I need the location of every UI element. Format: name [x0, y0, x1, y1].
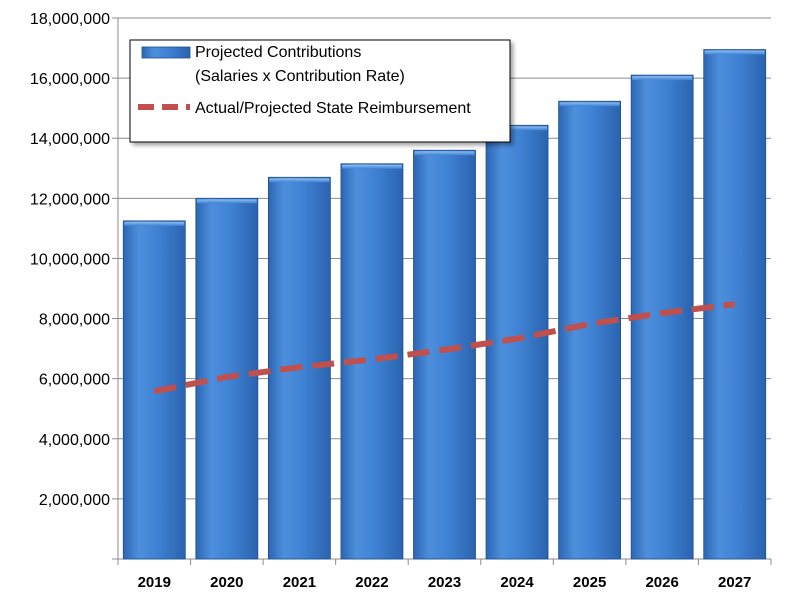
y-tick-label: 4,000,000 [39, 432, 110, 449]
bar-highlight [196, 199, 257, 204]
x-tick-label: 2024 [500, 574, 534, 591]
x-tick-label: 2023 [428, 574, 461, 591]
bar-highlight [487, 126, 548, 131]
line-series [153, 301, 736, 395]
bar-2027 [703, 49, 767, 560]
legend-label-contributions-line2: (Salaries x Contribution Rate) [195, 68, 405, 85]
y-tick-label: 8,000,000 [39, 312, 110, 329]
x-tick-label: 2025 [573, 574, 606, 591]
y-tick-label: 10,000,000 [30, 251, 110, 268]
x-tick-label: 2026 [645, 574, 678, 591]
y-tick-label: 6,000,000 [39, 372, 110, 389]
legend-swatch-bar [141, 46, 191, 59]
bar-highlight [124, 221, 185, 226]
x-tick-label: 2022 [355, 574, 388, 591]
bar-highlight [269, 178, 330, 183]
x-tick-label: 2021 [283, 574, 316, 591]
reimbursement-line [153, 301, 736, 395]
bar-highlight [341, 164, 402, 169]
legend-label-contributions: Projected Contributions [195, 44, 361, 61]
bar-series [122, 49, 767, 560]
y-tick-label: 16,000,000 [30, 71, 110, 88]
y-tick-label: 14,000,000 [30, 131, 110, 148]
legend-box [129, 39, 511, 143]
y-tick-label: 2,000,000 [39, 492, 110, 509]
y-tick-label: 12,000,000 [30, 191, 110, 208]
bar-highlight [559, 102, 620, 107]
legend: Projected Contributions (Salaries x Cont… [129, 39, 511, 143]
bar-2023 [413, 149, 476, 560]
x-tick-label: 2019 [138, 574, 171, 591]
bar-highlight [414, 151, 475, 156]
axes: 2,000,000 4,000,000 6,000,000 8,000,000 10,0… [30, 11, 772, 591]
x-tick-label: 2027 [718, 574, 751, 591]
bar [413, 149, 476, 560]
bar-2024 [485, 124, 549, 560]
bar-highlight [632, 76, 693, 81]
x-tick-label: 2020 [210, 574, 243, 591]
y-tick-label: 18,000,000 [30, 11, 110, 28]
legend-label-reimbursement: Actual/Projected State Reimbursement [195, 100, 471, 117]
bar-highlight [704, 50, 765, 55]
bar [485, 124, 549, 560]
